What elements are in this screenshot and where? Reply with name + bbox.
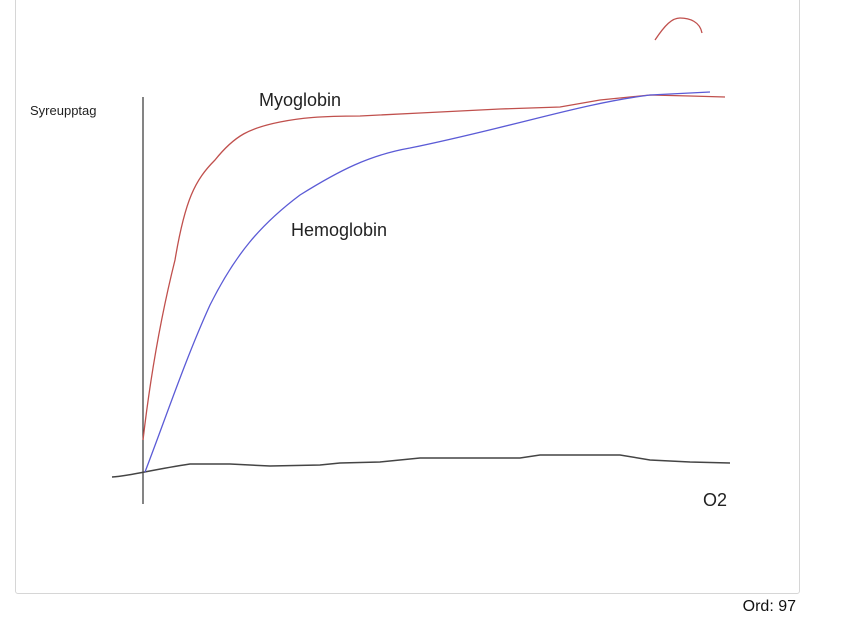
x-axis-label: O2 [703,490,728,510]
word-count: Ord: 97 [742,598,796,615]
editor-canvas[interactable] [15,0,800,594]
myoglobin-mark [654,17,703,41]
hemoglobin-curve [144,91,711,473]
myoglobin-curve [142,94,726,441]
hemoglobin-label: Hemoglobin [291,220,388,240]
x-axis [111,454,731,478]
myoglobin-label: Myoglobin [259,90,342,110]
y-axis-label: Syreupptag [30,103,97,118]
